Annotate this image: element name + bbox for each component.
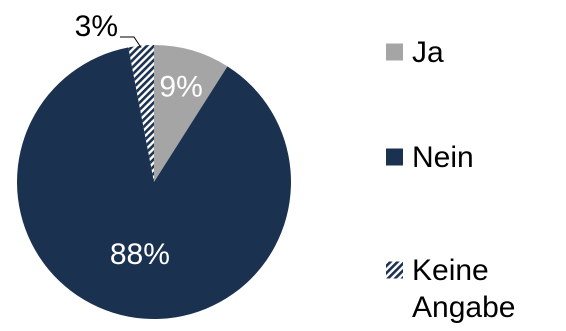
leader-line-keine-angabe <box>120 36 142 48</box>
legend-label: Keine <box>412 254 489 287</box>
legend-item-nein: Nein <box>386 141 474 174</box>
legend-item-keine-angabe: Keine Angabe <box>386 254 515 324</box>
legend-label: Ja <box>412 36 444 69</box>
legend-swatch <box>386 43 403 61</box>
slice-label-nein: 88% <box>110 238 170 271</box>
legend-swatch <box>386 148 403 166</box>
pie-slices <box>17 45 292 320</box>
legend: Ja Nein Keine Angabe <box>386 36 515 324</box>
pie-slice-nein <box>17 47 292 320</box>
pie-slice-labels: 9% 88% 3% <box>75 10 203 271</box>
pie-slice-keine-angabe <box>128 45 154 182</box>
slice-label-keine-angabe: 3% <box>75 10 118 43</box>
legend-label: Angabe <box>412 291 515 324</box>
legend-label: Nein <box>412 141 474 174</box>
legend-swatch <box>386 261 403 279</box>
slice-label-ja: 9% <box>159 71 202 104</box>
legend-item-ja: Ja <box>386 36 444 69</box>
pie-slice-ja <box>154 45 228 182</box>
